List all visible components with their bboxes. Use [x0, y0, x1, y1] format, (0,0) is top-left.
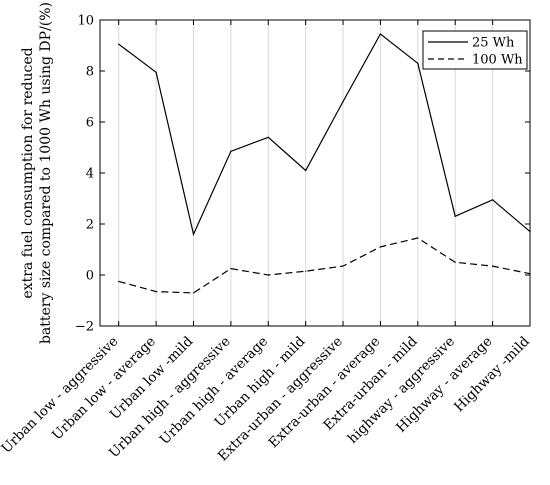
data-point [230, 150, 232, 152]
series-line-100wh [118, 237, 531, 294]
legend-label-100wh: 100 Wh [472, 53, 523, 68]
data-point [454, 215, 456, 217]
data-point [192, 292, 195, 294]
data-point [529, 273, 531, 275]
y-tick-label: 6 [86, 116, 94, 131]
data-point [118, 43, 120, 45]
y-tick-label: 0 [86, 269, 94, 284]
data-point [342, 101, 344, 103]
data-point [267, 274, 269, 276]
data-point [379, 246, 382, 248]
y-axis-title-line-2: battery size compared to 1000 Wh using D… [38, 2, 54, 344]
y-tick-label: 8 [86, 65, 94, 80]
data-point [267, 136, 269, 138]
data-point [492, 265, 494, 267]
y-tick-label: 2 [86, 218, 94, 233]
data-point [417, 62, 419, 64]
data-point [305, 169, 307, 172]
legend-box [422, 30, 528, 70]
series-lines [118, 33, 531, 294]
legend-label-25wh: 25 Wh [472, 36, 515, 51]
legend: 25 Wh 100 Wh [422, 30, 528, 70]
data-point [342, 265, 344, 267]
y-tick-label: −2 [75, 320, 94, 335]
data-point [230, 268, 232, 270]
data-point [379, 33, 382, 35]
data-point [155, 71, 157, 73]
data-point [155, 290, 157, 293]
series-line-25wh [118, 33, 531, 237]
data-point [454, 261, 456, 263]
data-point [492, 199, 494, 201]
y-tick-label: 4 [86, 167, 94, 182]
data-point [118, 280, 120, 282]
data-point [192, 233, 195, 235]
y-axis-title: extra fuel consumption for reduced batte… [20, 2, 54, 344]
y-axis-title-line-1: extra fuel consumption for reduced [20, 47, 36, 298]
y-tick-label: 10 [77, 14, 94, 29]
data-point [529, 231, 531, 233]
data-point [417, 237, 419, 239]
data-point [305, 270, 307, 272]
y-axis: −2 0 2 4 6 8 10 [75, 14, 530, 335]
